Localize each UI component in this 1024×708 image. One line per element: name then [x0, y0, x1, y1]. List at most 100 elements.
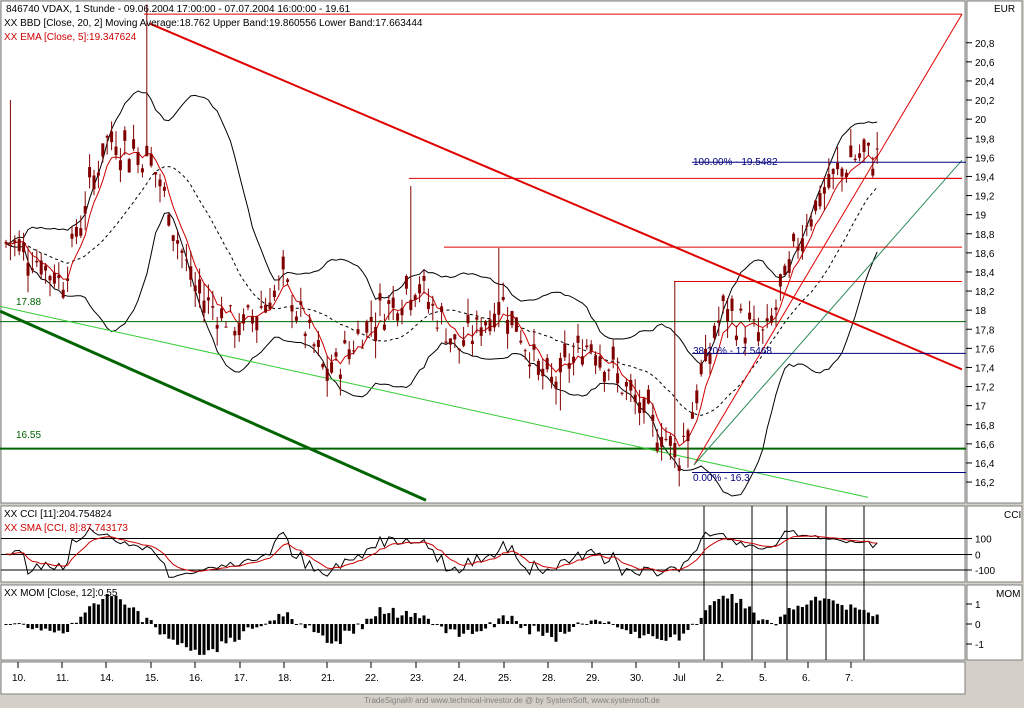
momentum-bar	[290, 619, 294, 624]
price-bar-body	[184, 259, 188, 261]
momentum-bar	[277, 613, 281, 624]
date-tick-label: 5.	[759, 673, 767, 684]
price-bar-body	[118, 160, 122, 171]
price-bar	[347, 341, 351, 365]
momentum-bar	[17, 623, 21, 625]
momentum-bar	[154, 624, 158, 628]
price-bar	[17, 230, 21, 256]
momentum-bar	[88, 606, 92, 624]
price-bar	[704, 334, 708, 363]
price-bar	[294, 311, 298, 324]
momentum-bar	[404, 610, 408, 624]
price-bar-body	[616, 373, 620, 384]
price-bar-body	[457, 348, 461, 351]
price-bar	[145, 4, 149, 157]
momentum-bar	[668, 624, 672, 638]
price-bar-body	[536, 360, 540, 375]
momentum-bar	[805, 604, 809, 624]
mom-panel[interactable]	[0, 584, 966, 661]
price-bar	[572, 342, 576, 376]
price-bar-body	[136, 152, 140, 165]
momentum-bar	[598, 621, 602, 624]
mom-axis	[966, 584, 1023, 661]
price-bar	[730, 295, 734, 324]
momentum-bar	[783, 614, 787, 624]
green-trend-thin	[0, 305, 869, 498]
momentum-bar	[237, 624, 241, 640]
price-bar-body	[862, 139, 866, 153]
momentum-bar	[198, 624, 202, 655]
price-bar-body	[378, 293, 382, 301]
price-bar	[726, 298, 730, 339]
price-bar	[277, 275, 281, 291]
price-bar	[44, 263, 48, 284]
momentum-bar	[774, 624, 778, 626]
price-tick-label: 19,4	[975, 172, 995, 183]
price-bar-body	[413, 295, 417, 301]
momentum-bar	[655, 624, 659, 639]
price-bar	[396, 311, 400, 327]
momentum-bar	[396, 617, 400, 624]
price-bar-body	[360, 347, 364, 349]
price-bar	[805, 213, 809, 237]
price-bar-body	[206, 297, 210, 301]
price-bar	[57, 262, 61, 290]
date-tick-label: 6.	[802, 673, 810, 684]
price-bar	[523, 348, 527, 360]
price-bar	[651, 403, 655, 437]
price-bar-body	[96, 172, 100, 176]
price-bar-body	[567, 362, 571, 369]
date-tick-label: 15.	[145, 673, 159, 684]
price-tick-label: 18,4	[975, 268, 995, 279]
price-bar	[708, 342, 712, 375]
price-bar-body	[202, 300, 206, 313]
price-bar-body	[79, 228, 83, 236]
price-bar-body	[303, 333, 307, 337]
cci-panel[interactable]	[0, 505, 966, 583]
momentum-bar	[176, 624, 180, 645]
momentum-bar	[136, 611, 140, 624]
price-bar-body	[695, 390, 699, 404]
momentum-bar	[479, 624, 483, 632]
price-bar-body	[400, 308, 404, 316]
price-bar-body	[488, 319, 492, 332]
price-bar	[413, 293, 417, 308]
price-bar-body	[193, 285, 197, 292]
momentum-bar	[356, 623, 360, 625]
price-bar	[96, 160, 100, 189]
price-bar-body	[620, 392, 624, 394]
price-tick-label: 16,6	[975, 440, 995, 451]
price-bar	[765, 304, 769, 329]
price-bar-body	[369, 316, 373, 322]
price-tick-label: 16,8	[975, 421, 995, 432]
price-bar	[193, 271, 197, 308]
price-bar	[48, 274, 52, 297]
price-bar-body	[849, 145, 853, 158]
price-bar-body	[308, 319, 312, 323]
price-bar	[563, 330, 567, 361]
price-bar-body	[356, 329, 360, 334]
momentum-bar	[858, 609, 862, 624]
price-bar	[330, 354, 334, 375]
price-bar	[435, 320, 439, 332]
date-tick-label: 16.	[189, 673, 203, 684]
price-bar	[422, 269, 426, 294]
momentum-bar	[92, 603, 96, 624]
price-bar-body	[365, 321, 369, 333]
momentum-bar	[792, 609, 796, 624]
momentum-bars	[4, 594, 879, 655]
price-bar-body	[268, 302, 272, 310]
price-bar-body	[233, 330, 237, 336]
fib-label-0: 0.00% - 16.3	[693, 473, 750, 484]
price-bar-body	[44, 265, 48, 271]
price-bar-body	[140, 168, 144, 173]
price-panel[interactable]	[0, 0, 966, 504]
momentum-bar	[268, 620, 272, 624]
momentum-bar	[110, 596, 114, 624]
momentum-bar	[321, 624, 325, 636]
momentum-bar	[523, 624, 527, 626]
price-bar-body	[299, 301, 303, 305]
price-bar	[325, 355, 329, 397]
price-bar-body	[198, 279, 202, 294]
momentum-bar	[585, 624, 589, 625]
